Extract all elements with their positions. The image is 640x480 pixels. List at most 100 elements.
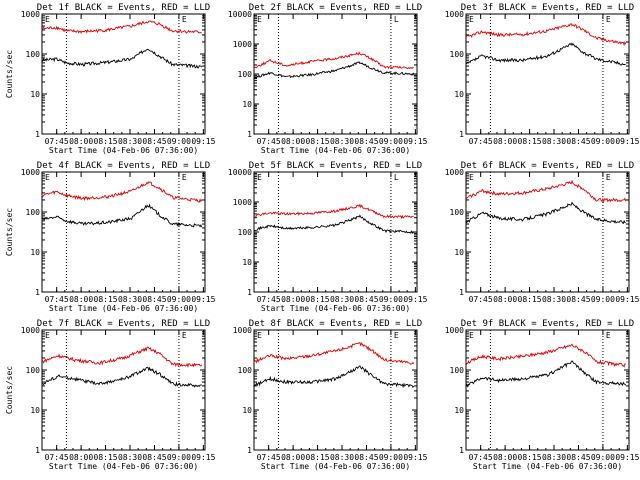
detector-panel: Det 1f BLACK = Events, RED = LLD 1 10 100 10… xyxy=(5,3,216,155)
y-tick-label: 100 xyxy=(26,208,41,217)
corner-label: E xyxy=(45,331,50,340)
x-tick-label: 09:15 xyxy=(403,295,427,304)
plot-frame xyxy=(465,13,630,135)
x-tick-label: 09:00 xyxy=(591,295,615,304)
y-tick-label: 10 xyxy=(242,258,252,267)
panel-title: Det 4f BLACK = Events, RED = LLD xyxy=(37,161,210,171)
x-tick-label: 08:30 xyxy=(330,453,354,462)
x-tick-label: 08:15 xyxy=(518,453,542,462)
events-series-line xyxy=(253,365,415,389)
x-tick-label: 08:30 xyxy=(118,453,142,462)
corner-label: E xyxy=(45,173,50,182)
y-tick-label: 1000 xyxy=(445,168,464,177)
detector-panel: Det 2f BLACK = Events, RED = LLD 1 10 100 10… xyxy=(228,3,428,155)
x-tick-label: 08:15 xyxy=(94,453,118,462)
x-axis-label: Start Time (04-Feb-06 07:36:00) xyxy=(49,146,198,155)
detector-panel: Det 5f BLACK = Events, RED = LLD 1 10 100 10… xyxy=(228,161,428,313)
x-axis-label: Start Time (04-Feb-06 07:36:00) xyxy=(49,462,198,471)
x-tick-label: 09:00 xyxy=(379,137,403,146)
x-tick-label: 08:45 xyxy=(142,137,166,146)
detector-panel: Det 7f BLACK = Events, RED = LLD 1 10 100 10… xyxy=(5,319,216,471)
corner-label: E xyxy=(469,15,474,24)
x-tick-label: 08:15 xyxy=(518,295,542,304)
plot-frame xyxy=(465,329,630,451)
x-axis-label: Start Time (04-Feb-06 07:36:00) xyxy=(261,462,410,471)
x-tick-label: 09:00 xyxy=(379,453,403,462)
panel-title: Det 3f BLACK = Events, RED = LLD xyxy=(461,3,634,13)
x-tick-label: 09:15 xyxy=(403,137,427,146)
corner-label: E xyxy=(182,15,187,24)
y-tick-label: 100 xyxy=(238,228,253,237)
panel-title: Det 1f BLACK = Events, RED = LLD xyxy=(37,3,210,13)
x-tick-label: 09:15 xyxy=(191,295,215,304)
lld-series-line xyxy=(41,20,202,34)
x-tick-label: 08:00 xyxy=(69,137,93,146)
x-tick-label: 07:45 xyxy=(469,295,493,304)
y-axis-label: Counts/sec xyxy=(5,208,14,256)
y-axis-label: Counts/sec xyxy=(5,366,14,414)
x-tick-label: 07:45 xyxy=(45,137,69,146)
x-tick-label: 08:45 xyxy=(354,453,378,462)
x-tick-label: 08:00 xyxy=(493,453,517,462)
y-tick-label: 10000 xyxy=(228,168,252,177)
detector-panel: Det 9f BLACK = Events, RED = LLD 1 10 100 10… xyxy=(445,319,640,471)
x-tick-label: 08:45 xyxy=(566,137,590,146)
y-tick-label: 1 xyxy=(459,130,464,139)
y-tick-label: 1000 xyxy=(233,40,252,49)
corner-label: E xyxy=(606,331,611,340)
y-tick-label: 10 xyxy=(30,248,40,257)
corner-label: L xyxy=(394,15,399,24)
y-tick-label: 1 xyxy=(35,446,40,455)
x-tick-label: 07:45 xyxy=(257,137,281,146)
x-tick-label: 08:15 xyxy=(94,137,118,146)
y-tick-label: 100 xyxy=(450,366,465,375)
y-axis-label: Counts/sec xyxy=(5,50,14,98)
lld-series-line xyxy=(41,181,203,203)
plot-frame xyxy=(41,329,206,451)
x-tick-label: 08:30 xyxy=(118,137,142,146)
plot-frame xyxy=(465,171,630,293)
panel-title: Det 6f BLACK = Events, RED = LLD xyxy=(461,161,634,171)
y-tick-label: 1000 xyxy=(21,326,40,335)
y-tick-label: 1 xyxy=(247,130,252,139)
x-tick-label: 09:15 xyxy=(615,453,639,462)
x-tick-label: 08:45 xyxy=(142,295,166,304)
events-series-line xyxy=(253,61,415,80)
plot-frame xyxy=(253,329,418,451)
y-tick-label: 1000 xyxy=(445,10,464,19)
y-tick-label: 100 xyxy=(238,366,253,375)
x-tick-label: 08:30 xyxy=(542,137,566,146)
y-tick-label: 100 xyxy=(26,366,41,375)
x-tick-label: 09:00 xyxy=(167,137,191,146)
lld-series-line xyxy=(253,51,414,70)
panel-title: Det 7f BLACK = Events, RED = LLD xyxy=(37,319,210,329)
x-axis-label: Start Time (04-Feb-06 07:36:00) xyxy=(49,304,198,313)
y-tick-label: 1 xyxy=(459,446,464,455)
y-tick-label: 10 xyxy=(242,100,252,109)
y-tick-label: 1000 xyxy=(233,326,252,335)
x-tick-label: 08:15 xyxy=(306,137,330,146)
y-tick-label: 1 xyxy=(247,288,252,297)
panel-title: Det 5f BLACK = Events, RED = LLD xyxy=(249,161,422,171)
y-tick-label: 10 xyxy=(454,90,464,99)
corner-label: L xyxy=(394,173,399,182)
y-tick-label: 10 xyxy=(242,406,252,415)
y-tick-label: 100 xyxy=(26,50,41,59)
x-tick-label: 09:00 xyxy=(167,453,191,462)
x-axis-label: Start Time (04-Feb-06 07:36:00) xyxy=(473,462,622,471)
x-tick-label: 07:45 xyxy=(257,453,281,462)
y-tick-label: 10000 xyxy=(228,10,252,19)
x-tick-label: 08:15 xyxy=(306,295,330,304)
x-tick-label: 08:00 xyxy=(281,137,305,146)
lld-series-line xyxy=(41,346,203,368)
panel-title: Det 2f BLACK = Events, RED = LLD xyxy=(249,3,422,13)
x-tick-label: 09:00 xyxy=(591,137,615,146)
lld-series-line xyxy=(253,341,415,365)
y-tick-label: 1 xyxy=(247,446,252,455)
corner-label: E xyxy=(606,173,611,182)
x-tick-label: 07:45 xyxy=(45,453,69,462)
x-tick-label: 08:00 xyxy=(69,295,93,304)
x-tick-label: 08:30 xyxy=(330,295,354,304)
x-tick-label: 09:15 xyxy=(191,453,215,462)
